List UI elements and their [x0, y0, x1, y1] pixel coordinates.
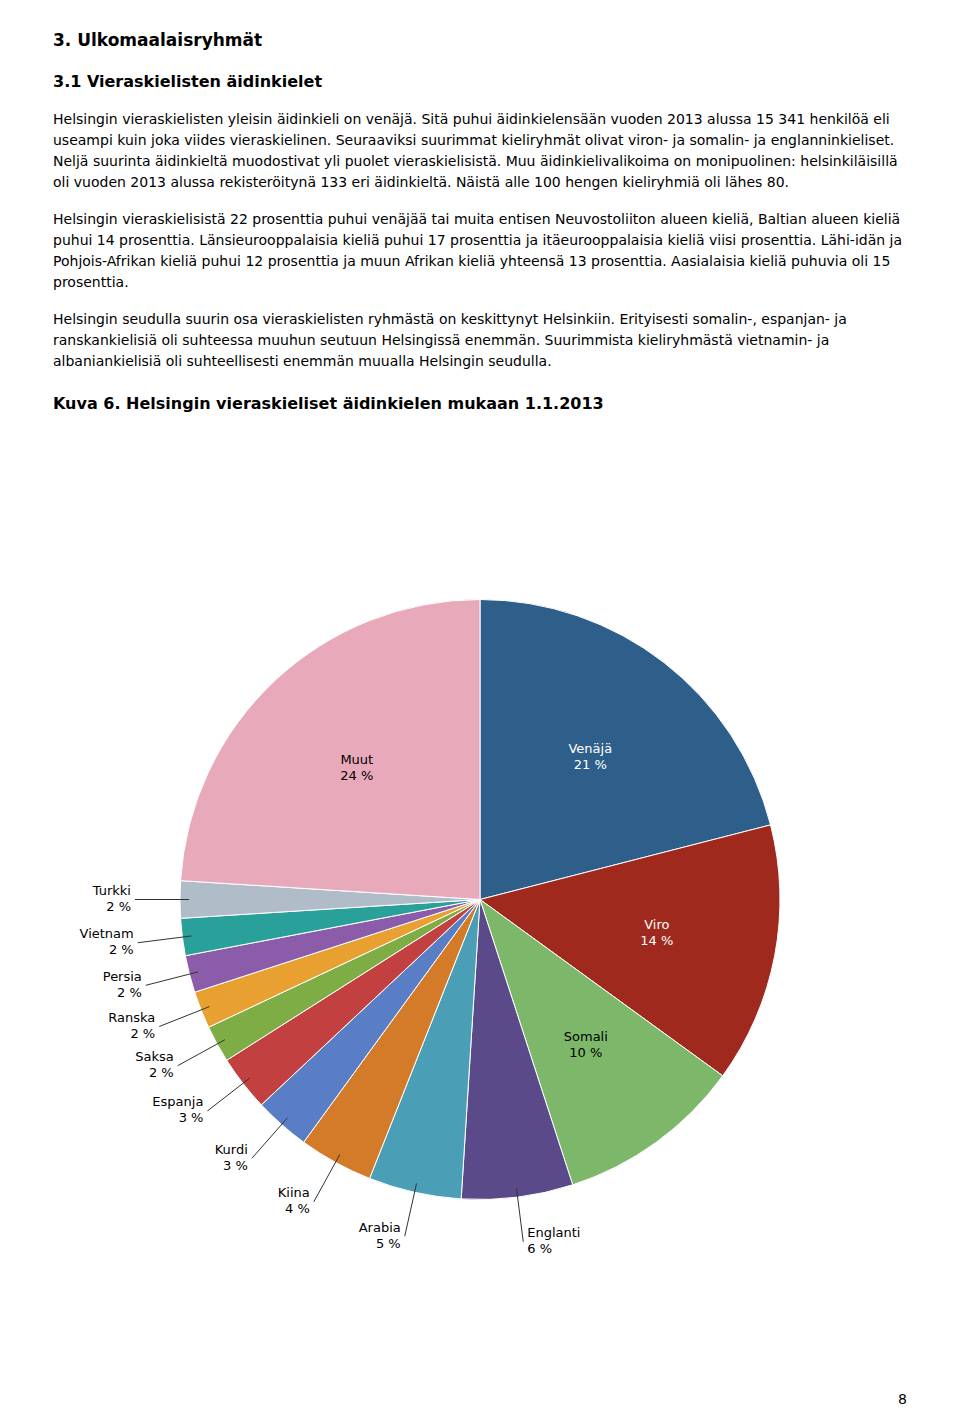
page: 3. Ulkomaalaisryhmät 3.1 Vieraskielisten … — [53, 30, 907, 1380]
heading: 3. Ulkomaalaisryhmät — [53, 30, 907, 50]
slice — [461, 900, 573, 1200]
leader-line — [146, 972, 198, 985]
data-label: 21 % — [574, 757, 607, 772]
slice-label: Vietnam — [80, 926, 134, 941]
paragraph: Helsingin vieraskielisistä 22 prosenttia… — [53, 209, 907, 293]
page-number: 8 — [898, 1391, 907, 1407]
data-label: 2 % — [117, 985, 142, 1000]
leader-line — [405, 1183, 417, 1236]
data-label: 14 % — [640, 933, 673, 948]
slice-label: Arabia — [359, 1220, 401, 1235]
slice-label: Kurdi — [215, 1142, 248, 1157]
pie-chart: Venäjä21 % Viro14 % Somali10 % Englanti6 % A… — [53, 419, 907, 1380]
leader-line — [314, 1155, 340, 1202]
slice — [181, 600, 480, 900]
paragraph: Helsingin vieraskielisten yleisin äidink… — [53, 109, 907, 193]
slice-label: Espanja — [152, 1094, 203, 1109]
leader-line — [178, 1040, 225, 1066]
data-label: 5 % — [376, 1236, 401, 1251]
data-label: 2 % — [130, 1026, 155, 1041]
leader-line — [135, 899, 189, 900]
leader-line — [516, 1188, 523, 1242]
slice-label: Englanti — [527, 1225, 580, 1240]
leader-line — [207, 1078, 250, 1111]
slice-label: Viro — [644, 917, 669, 932]
slice-label: Persia — [103, 969, 142, 984]
data-label: 2 % — [106, 899, 131, 914]
data-label: 3 % — [179, 1110, 204, 1125]
leader-line — [159, 1007, 209, 1027]
slices — [180, 600, 780, 1200]
slice-label: Somali — [564, 1029, 608, 1044]
data-label: 6 % — [527, 1241, 552, 1256]
labels: Venäjä21 % Viro14 % Somali10 % Englanti6 % A… — [80, 741, 674, 1257]
slice-label: Saksa — [135, 1049, 174, 1064]
slice-label: Muut — [340, 752, 373, 767]
leader-line — [252, 1118, 288, 1159]
paragraph: Helsingin seudulla suurin osa vieraskiel… — [53, 309, 907, 372]
data-label: 4 % — [285, 1201, 310, 1216]
subheading: 3.1 Vieraskielisten äidinkielet — [53, 72, 907, 91]
chart-title: Kuva 6. Helsingin vieraskieliset äidinki… — [53, 394, 907, 413]
data-label: 24 % — [340, 768, 373, 783]
data-label: 2 % — [149, 1065, 174, 1080]
slice-label: Turkki — [92, 883, 131, 898]
slice-label: Venäjä — [568, 741, 612, 756]
slice-label: Ranska — [108, 1010, 155, 1025]
slice-label: Kiina — [278, 1185, 310, 1200]
leader-line — [138, 936, 192, 943]
data-label: 2 % — [109, 942, 134, 957]
data-label: 10 % — [569, 1045, 602, 1060]
data-label: 3 % — [223, 1158, 248, 1173]
